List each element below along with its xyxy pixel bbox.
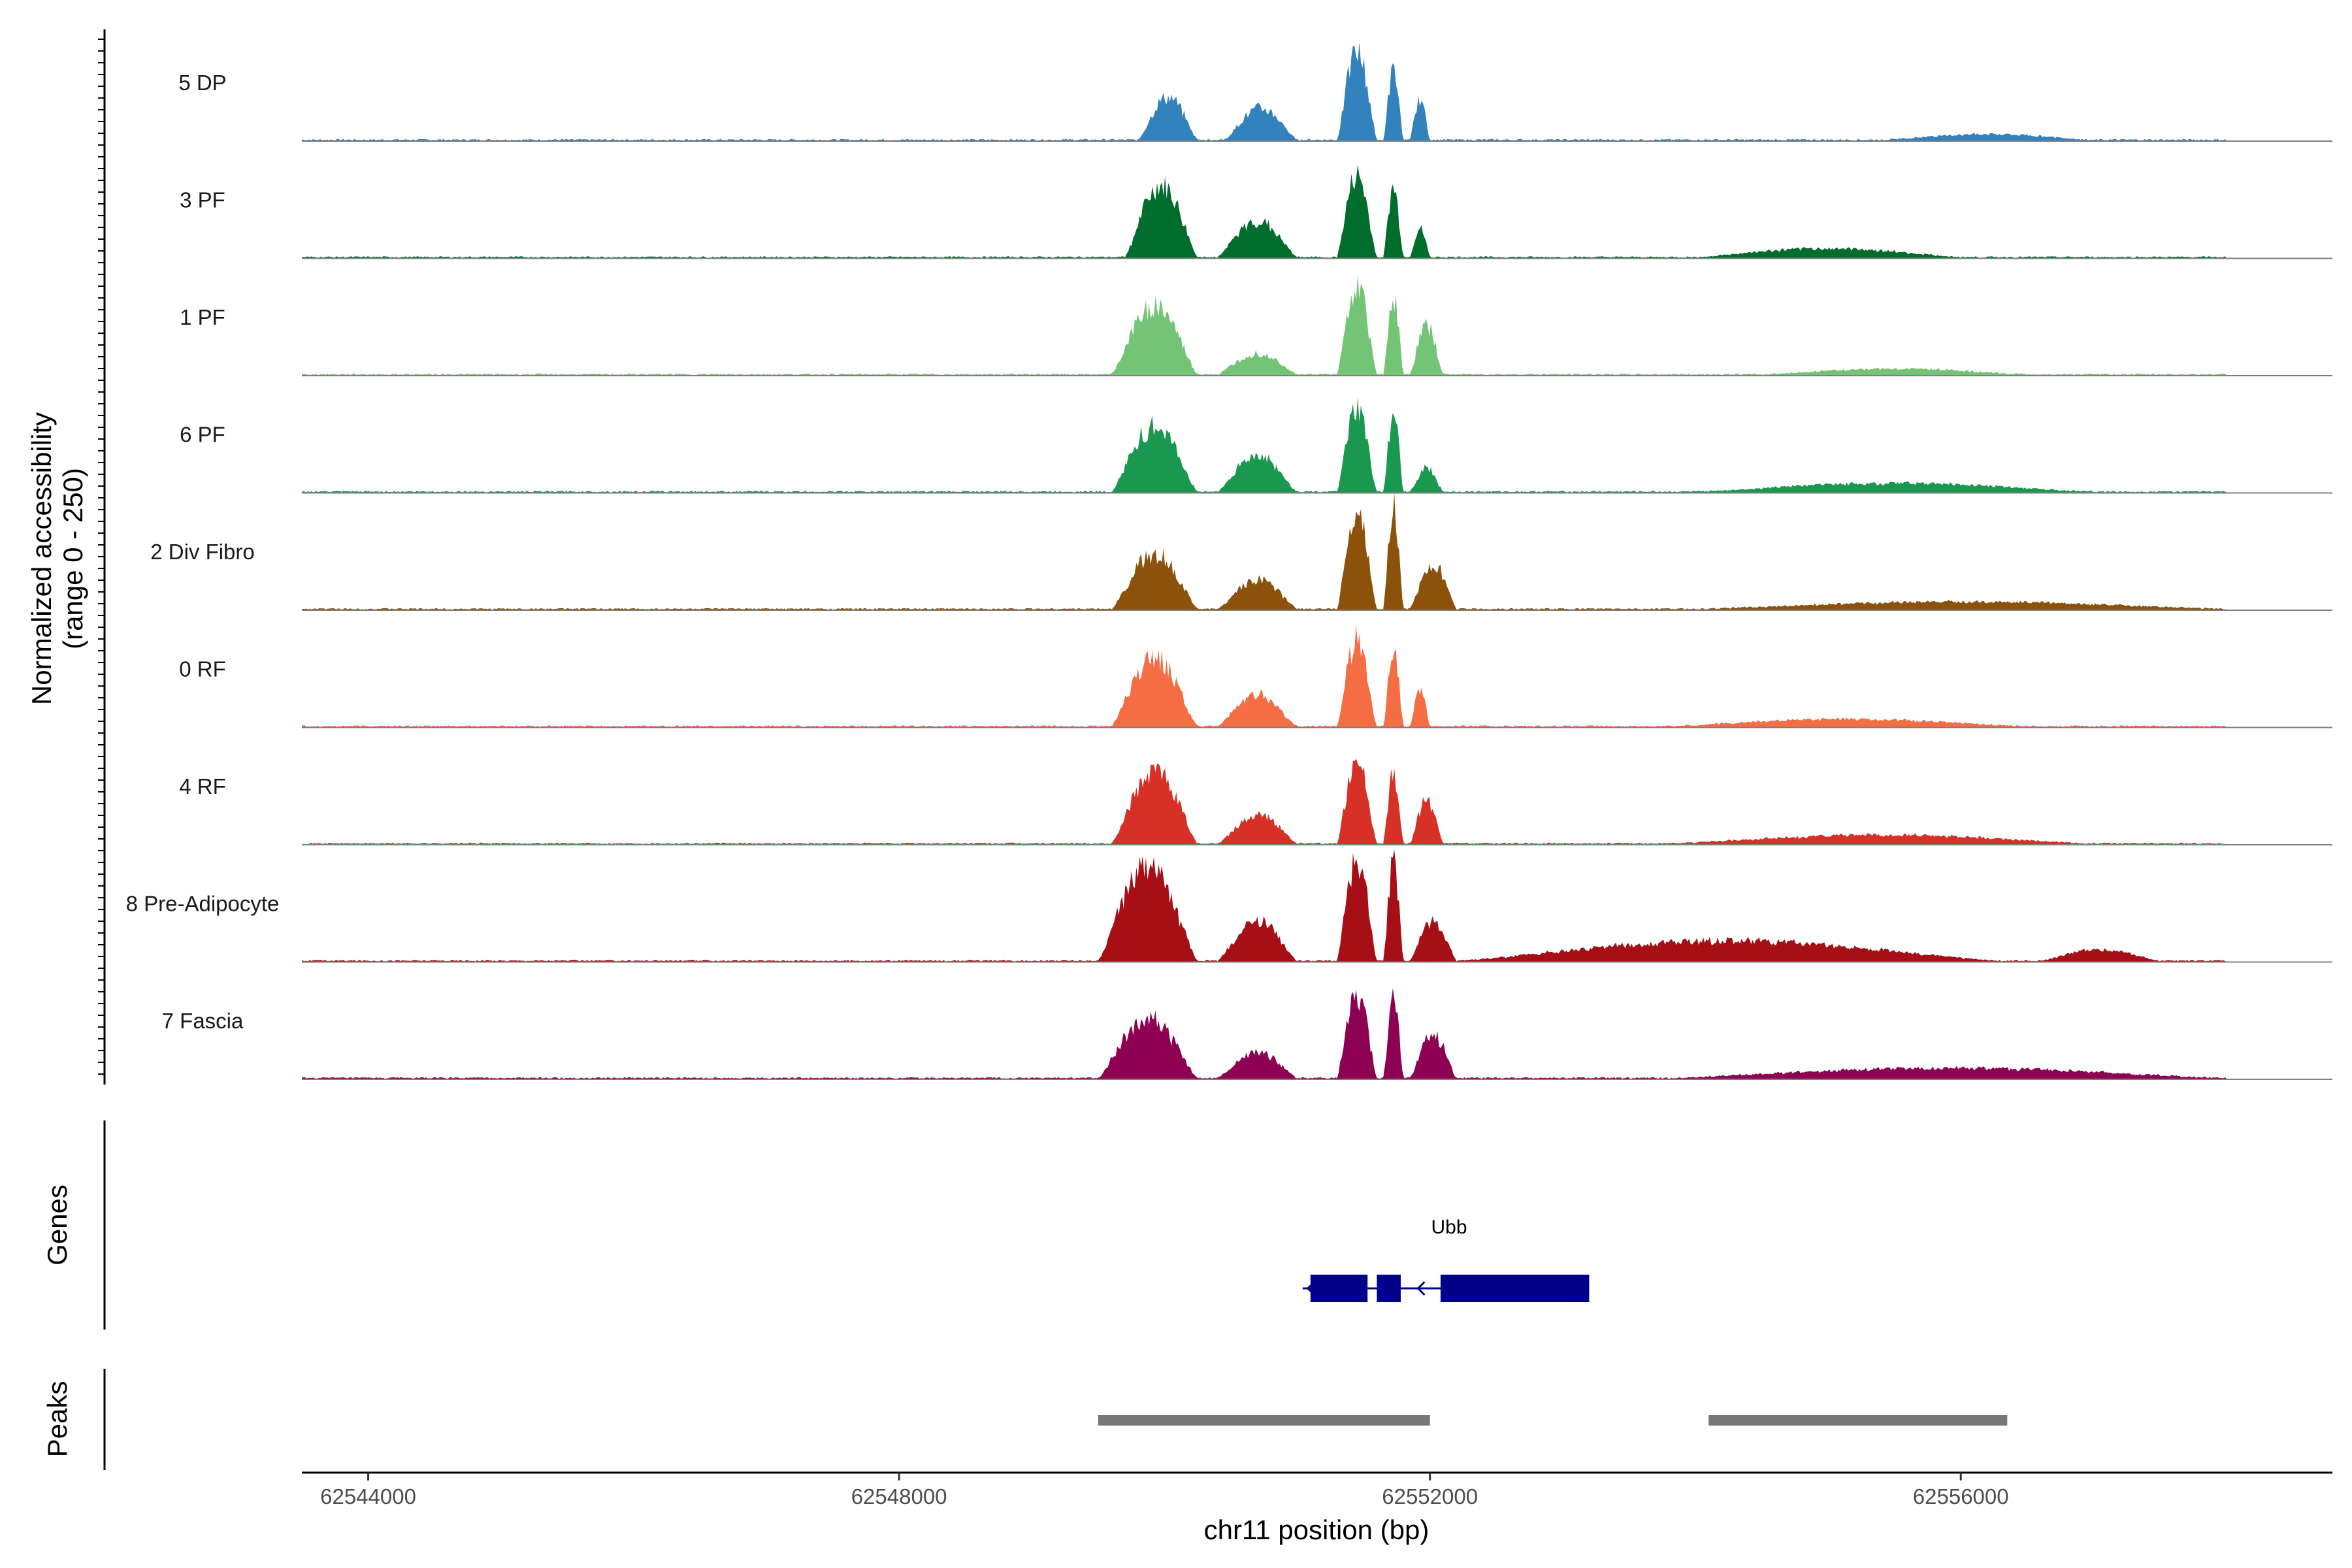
gene-exon	[1377, 1275, 1401, 1302]
coverage-axis	[98, 29, 106, 1085]
coverage-area	[302, 274, 2227, 376]
track-label: 1 PF	[180, 305, 225, 329]
x-tick-label: 62544000	[320, 1484, 416, 1509]
gene-name-label: Ubb	[1431, 1217, 1467, 1238]
track-label: 4 RF	[179, 774, 226, 798]
genes-track: Genes Ubb	[42, 1120, 1590, 1330]
track-label: 5 DP	[178, 71, 226, 95]
peaks-track: Peaks	[42, 1369, 2008, 1470]
x-axis-title: chr11 position (bp)	[1204, 1514, 1429, 1545]
track-3-pf: 3 PF	[180, 165, 2332, 259]
peak-region	[1708, 1415, 2008, 1426]
y-axis-range: (range 0 - 250)	[57, 468, 88, 649]
coverage-area	[302, 625, 2227, 728]
x-axis: 62544000 62548000 62552000 62556000 chr11 p…	[302, 1471, 2332, 1545]
track-7-fascia: 7 Fascia	[162, 988, 2332, 1080]
peak-region	[1098, 1415, 1430, 1426]
strand-arrow	[1416, 1281, 1426, 1296]
track-label: 7 Fascia	[162, 1009, 244, 1033]
x-tick-label: 62548000	[851, 1484, 947, 1509]
y-axis-title: Normalized accessibility	[26, 412, 57, 705]
coverage-area	[302, 849, 2227, 962]
x-tick-label: 62556000	[1913, 1484, 2009, 1509]
track-label: 6 PF	[180, 423, 225, 447]
gene-exon	[1310, 1275, 1368, 1302]
track-label: 8 Pre-Adipocyte	[126, 892, 280, 916]
track-0-rf: 0 RF	[179, 625, 2332, 728]
coverage-area	[302, 493, 2227, 610]
track-label: 2 Div Fibro	[150, 540, 255, 564]
coverage-tracks: 5 DP 3 PF 1 PF 6 PF 2 Div Fibro 0 RF 4 RF 8 Pre…	[126, 42, 2332, 1080]
track-label: 3 PF	[180, 188, 225, 212]
track-1-pf: 1 PF	[180, 274, 2332, 376]
gene-exon	[1440, 1275, 1590, 1302]
gene-ubb: Ubb	[1302, 1217, 1590, 1302]
track-8-pre-adipocyte: 8 Pre-Adipocyte	[126, 849, 2332, 963]
track-label: 0 RF	[179, 657, 226, 681]
coverage-area	[302, 759, 2227, 845]
coverage-area	[302, 397, 2227, 493]
track-5-dp: 5 DP	[178, 42, 2332, 142]
coverage-area	[302, 988, 2227, 1079]
track-6-pf: 6 PF	[180, 397, 2332, 494]
coverage-area	[302, 42, 2227, 141]
peaks-track-label: Peaks	[42, 1381, 73, 1458]
genes-track-label: Genes	[42, 1184, 73, 1266]
track-2-div-fibro: 2 Div Fibro	[150, 493, 2332, 611]
track-4-rf: 4 RF	[179, 759, 2332, 845]
coverage-area	[302, 165, 2227, 259]
x-tick-label: 62552000	[1382, 1484, 1478, 1509]
